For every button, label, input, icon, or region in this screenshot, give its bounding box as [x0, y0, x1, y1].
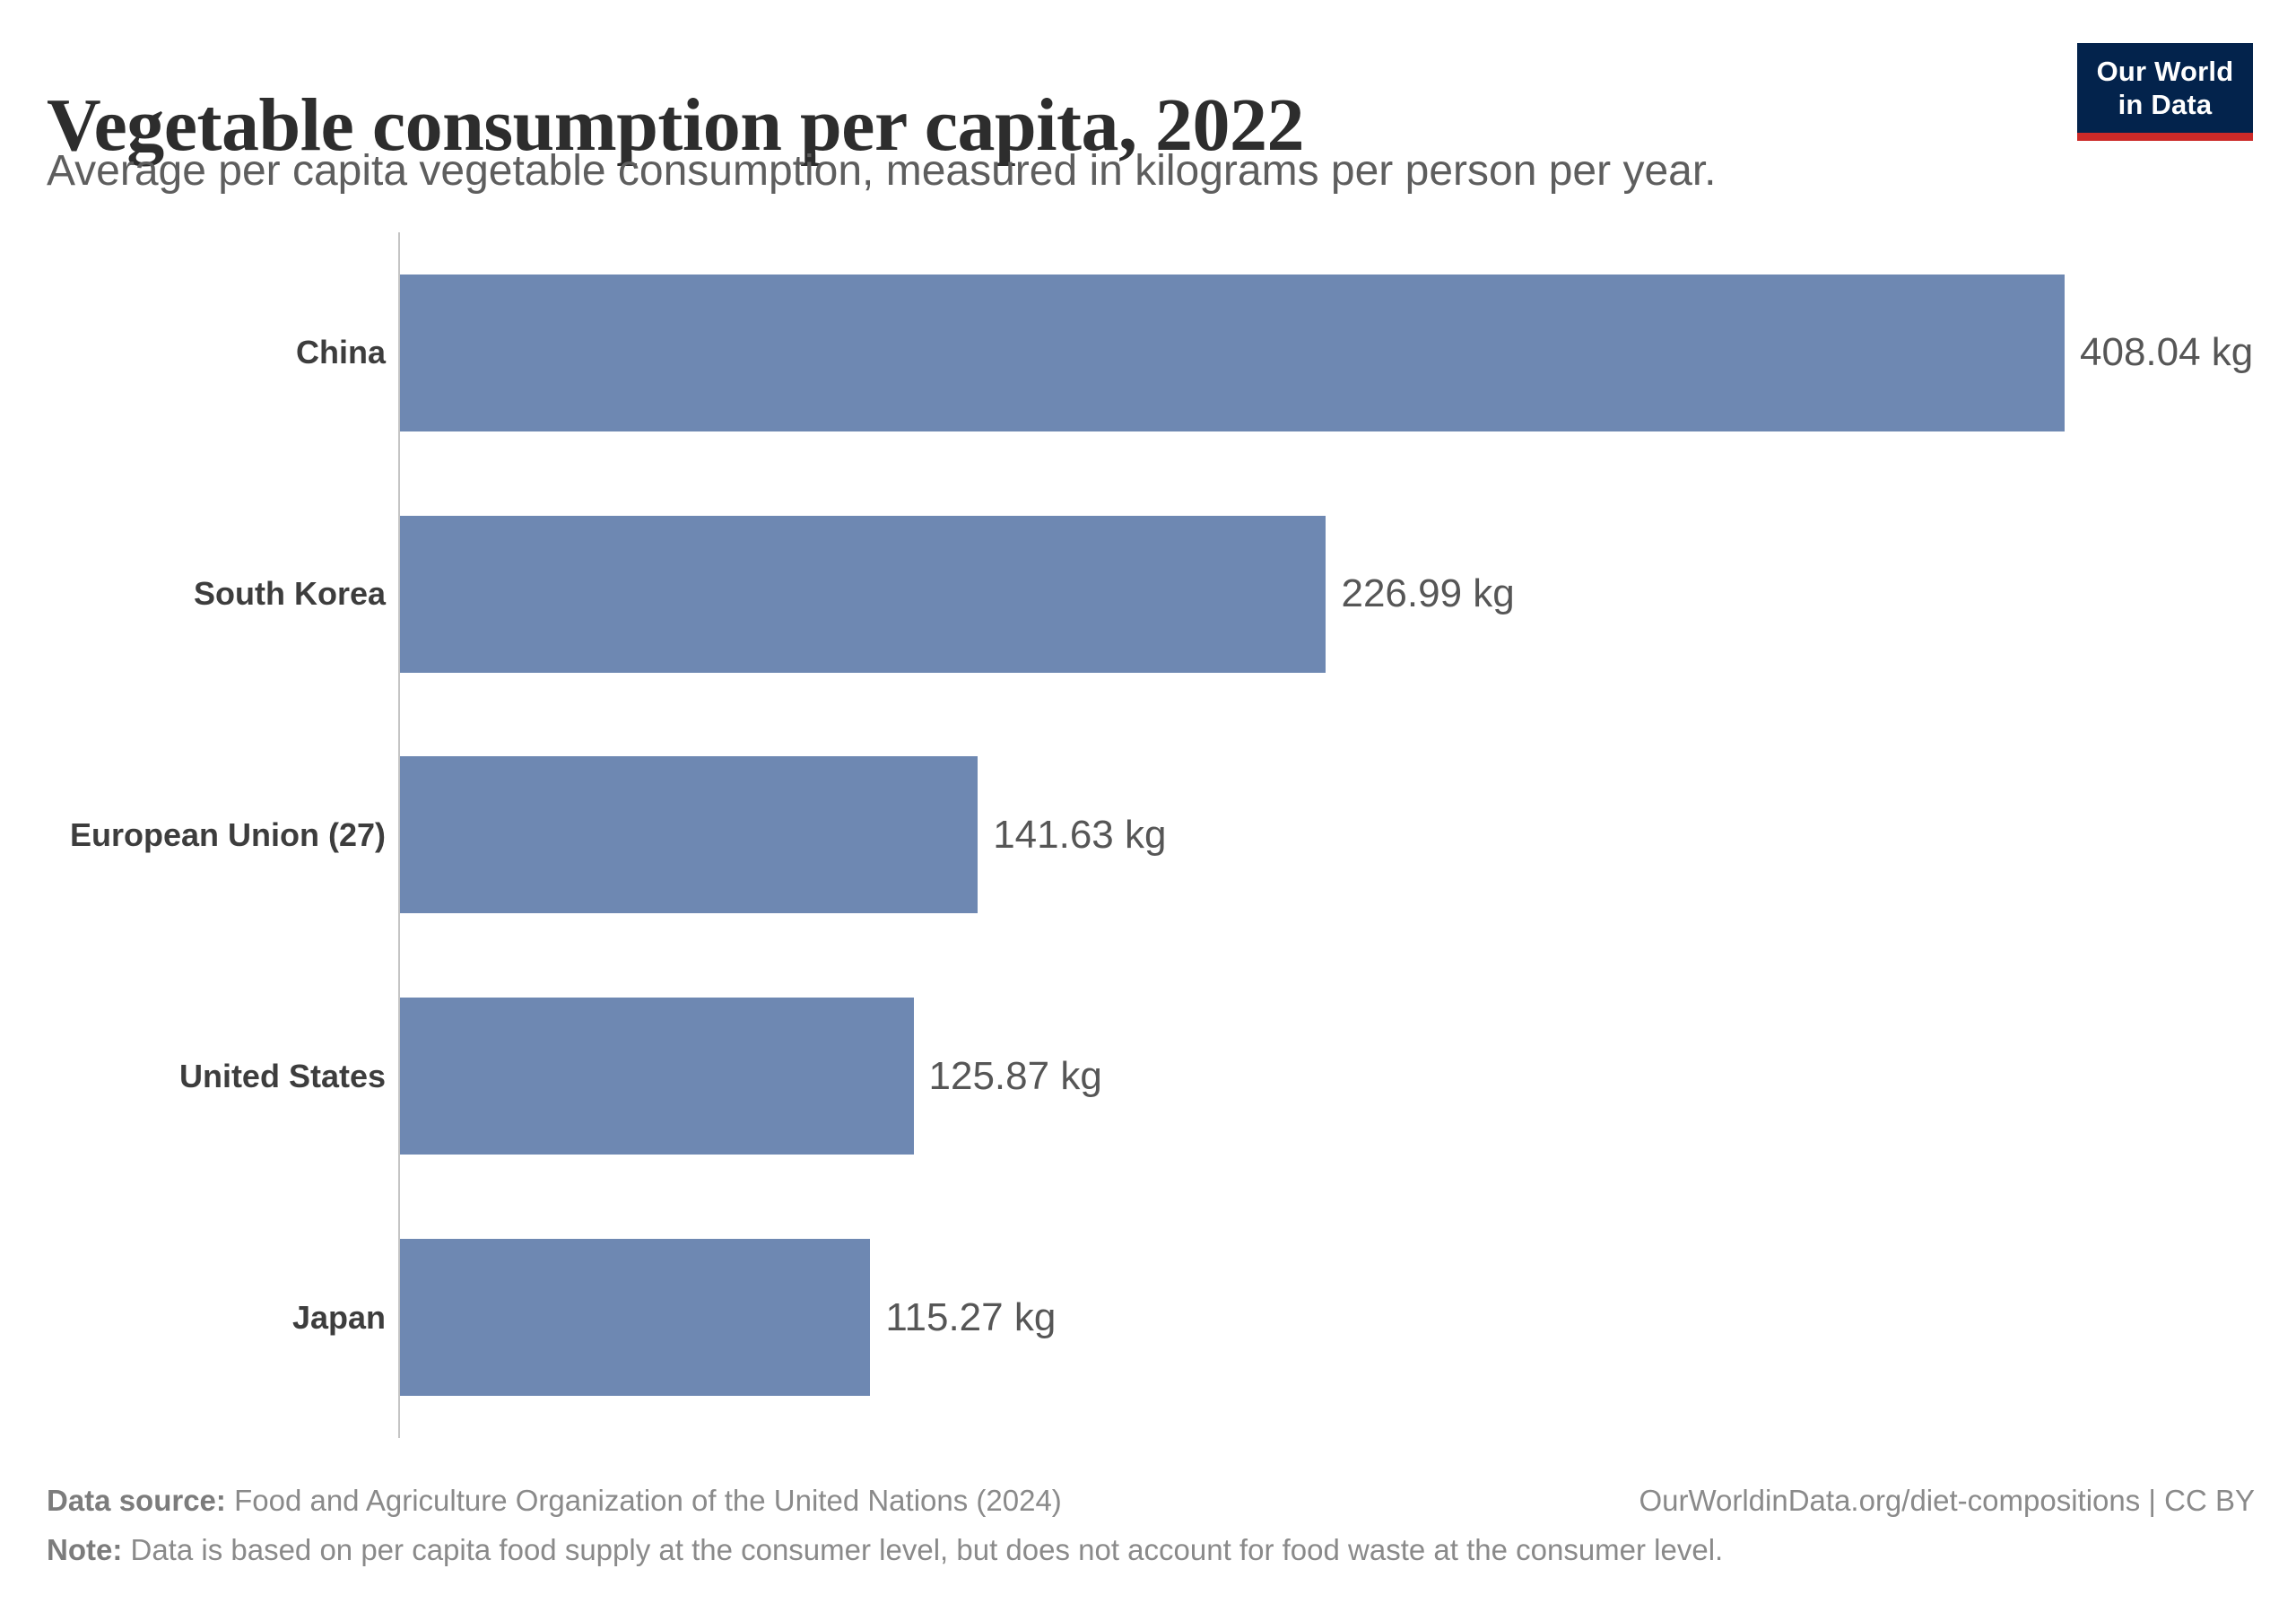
data-source-text: Data source: Food and Agriculture Organi…	[47, 1484, 1062, 1517]
bar-row: South Korea 226.99 kg	[0, 474, 2296, 715]
owid-logo-line1: Our World	[2096, 55, 2234, 87]
value-label: 226.99 kg	[1341, 571, 1515, 616]
note-label: Note:	[47, 1533, 123, 1566]
owid-logo[interactable]: Our World in Data	[2077, 43, 2253, 141]
owid-logo-line2: in Data	[2118, 89, 2213, 120]
bar-rows: China 408.04 kg South Korea 226.99 kg Europe…	[0, 232, 2296, 1438]
bar-row: United States 125.87 kg	[0, 955, 2296, 1197]
bar-area: 408.04 kg	[398, 232, 2296, 474]
y-axis-line	[398, 232, 400, 1438]
data-source-label: Data source:	[47, 1484, 226, 1517]
bar-row: European Union (27) 141.63 kg	[0, 715, 2296, 956]
bar-chart: China 408.04 kg South Korea 226.99 kg Europe…	[0, 232, 2296, 1438]
bar-area: 141.63 kg	[398, 715, 2296, 956]
bar-area: 125.87 kg	[398, 955, 2296, 1197]
category-label: China	[295, 334, 386, 371]
bar[interactable]	[400, 274, 2065, 431]
bar[interactable]	[400, 998, 914, 1155]
value-label: 141.63 kg	[993, 812, 1167, 857]
value-label: 125.87 kg	[928, 1053, 1102, 1098]
category-label: South Korea	[193, 575, 386, 613]
category-label: European Union (27)	[69, 815, 386, 853]
owid-url-link[interactable]: OurWorldinData.org/diet-compositions | C…	[1639, 1484, 2255, 1517]
bar-row: Japan 115.27 kg	[0, 1197, 2296, 1438]
bar-area: 226.99 kg	[398, 474, 2296, 715]
chart-subtitle: Average per capita vegetable consumption…	[47, 147, 1717, 195]
bar[interactable]	[400, 515, 1326, 673]
bar-row: China 408.04 kg	[0, 232, 2296, 474]
value-label: 115.27 kg	[885, 1294, 1057, 1339]
bar[interactable]	[400, 1239, 871, 1397]
chart-footer: Data source: Food and Agriculture Organi…	[47, 1486, 2255, 1564]
note-text: Note: Data is based on per capita food s…	[47, 1533, 1724, 1566]
value-label: 408.04 kg	[2080, 330, 2254, 375]
bar-area: 115.27 kg	[398, 1197, 2296, 1438]
bar[interactable]	[400, 756, 978, 914]
category-label: Japan	[291, 1298, 386, 1336]
category-label: United States	[178, 1057, 386, 1094]
chart-title: Vegetable consumption per capita, 2022	[47, 83, 1305, 168]
